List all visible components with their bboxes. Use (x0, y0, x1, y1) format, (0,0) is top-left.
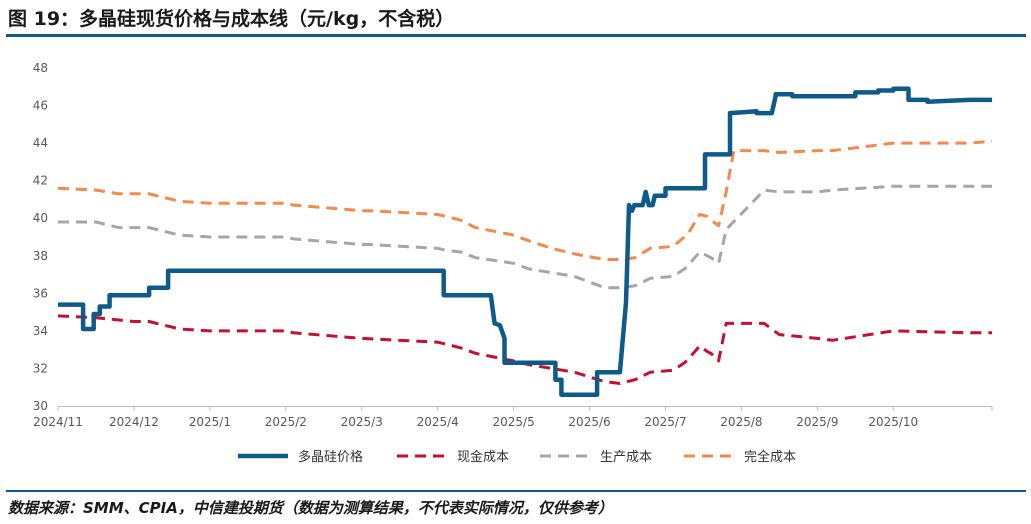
figure-title: 图 19：多晶硅现货价格与成本线（元/kg，不含税） (8, 8, 455, 30)
x-tick-label: 2024/12 (109, 415, 159, 429)
legend-label-3: 完全成本 (744, 449, 796, 465)
x-tick-label: 2025/6 (568, 415, 610, 429)
chart-svg: 30 32 34 36 38 40 42 44 46 48 2024/11 2024/12 2025/… (33, 61, 993, 465)
x-tick-label: 2025/10 (868, 415, 918, 429)
x-tick-label: 2025/1 (189, 415, 231, 429)
y-tick-label: 42 (33, 174, 48, 188)
x-tick-label: 2025/9 (796, 415, 838, 429)
y-tick-label: 40 (33, 211, 48, 225)
x-tick-label: 2024/11 (33, 415, 83, 429)
series-line-0 (58, 86, 992, 397)
legend-label-0: 多晶硅价格 (298, 449, 363, 465)
y-tick-label: 44 (33, 136, 48, 150)
x-tick-label: 2025/3 (341, 415, 383, 429)
y-tick-label: 32 (33, 361, 48, 375)
x-tick-label: 2025/8 (720, 415, 762, 429)
y-tick-label: 46 (33, 99, 48, 113)
x-tick-label: 2025/4 (417, 415, 459, 429)
series-layer (57, 86, 993, 397)
y-tick-label: 48 (33, 61, 48, 75)
legend: 多晶硅价格 现金成本 生产成本 完全成本 (238, 449, 796, 465)
legend-label-1: 现金成本 (457, 449, 509, 465)
x-axis: 2024/11 2024/12 2025/1 2025/2 2025/3 2025/4 20… (33, 406, 993, 429)
y-tick-label: 36 (33, 286, 48, 300)
y-tick-label: 34 (33, 324, 48, 338)
bottom-rule (6, 490, 1026, 492)
series-line-1 (57, 314, 992, 385)
series-line-3 (57, 139, 993, 261)
legend-label-2: 生产成本 (600, 450, 652, 465)
series-line-2 (58, 184, 992, 290)
y-tick-label: 30 (33, 399, 48, 413)
x-tick-label: 2025/2 (265, 415, 307, 429)
x-tick-label: 2025/7 (644, 415, 686, 429)
x-tick-label: 2025/5 (493, 415, 535, 429)
top-rule (6, 34, 1026, 37)
y-axis: 30 32 34 36 38 40 42 44 46 48 (33, 61, 48, 413)
y-tick-label: 38 (33, 249, 48, 263)
source-note: 数据来源：SMM、CPIA，中信建投期货（数据为测算结果，不代表实际情况，仅供参… (8, 499, 613, 517)
